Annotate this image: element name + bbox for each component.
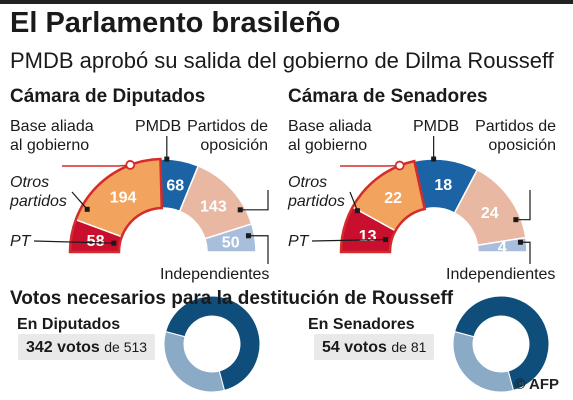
base-aliada-marker-diputados	[125, 160, 136, 170]
chart-title-diputados: Cámara de Diputados	[10, 86, 206, 107]
pt-marker-diputados	[111, 240, 117, 246]
votes-total-diputados: de 513	[104, 339, 148, 355]
votes-total-senadores: de 81	[391, 339, 427, 355]
votes-title: Votos necesarios para la destitución de …	[10, 288, 454, 309]
label-indep-diputados: Independientes	[160, 266, 270, 283]
seat-value-otros-partidos-senadores: 22	[384, 190, 402, 207]
indep-marker-senadores	[517, 239, 523, 245]
votes-box-senadores: 54 votos de 81	[314, 334, 435, 360]
pt-leader-diputados	[33, 240, 114, 244]
votes-heading-senadores: En Senadores	[308, 316, 415, 333]
votes-box-diputados: 342 votos de 513	[18, 334, 156, 360]
otros-leader-diputados	[71, 191, 88, 210]
votes-heading-diputados: En Diputados	[17, 316, 121, 333]
votes-needed-arc-senadores	[454, 295, 550, 391]
label-otros-senadores: Otros partidos	[288, 174, 345, 210]
seat-value-otros-partidos-diputados: 194	[110, 189, 137, 206]
label-pmdb-senadores: PMDB	[413, 118, 460, 135]
oposicion-marker-senadores	[513, 217, 519, 223]
label-oposicion-diputados: Partidos de oposición	[187, 118, 268, 154]
label-oposicion-senadores: Partidos de oposición	[475, 118, 556, 154]
page-title: El Parlamento brasileño	[10, 7, 341, 39]
otros-leader-senadores	[349, 191, 358, 211]
chart-title-senadores: Cámara de Senadores	[288, 86, 488, 107]
base-aliada-outline-senadores	[339, 159, 427, 254]
base-aliada-leader-diputados	[62, 164, 131, 167]
seat-value-partidos-de-oposicion-senadores: 24	[481, 205, 499, 222]
pt-marker-senadores	[383, 237, 389, 243]
indep-marker-diputados	[245, 233, 251, 239]
label-pmdb-diputados: PMDB	[135, 118, 182, 135]
seat-value-pt-diputados: 58	[87, 233, 105, 250]
votes-remaining-arc-diputados	[163, 330, 226, 393]
base-aliada-outline-diputados	[68, 157, 164, 254]
seat-value-pt-senadores: 13	[359, 228, 377, 245]
seat-value-partidos-de-oposicion-diputados: 143	[200, 199, 227, 216]
label-indep-senadores: Independientes	[446, 266, 556, 283]
label-base-diputados: Base aliada al gobierno	[10, 118, 94, 154]
otros-marker-diputados	[84, 206, 90, 212]
indep-leader-senadores	[520, 241, 531, 264]
oposicion-leader-senadores	[515, 190, 531, 221]
top-bar	[0, 0, 573, 4]
pmdb-marker-diputados	[164, 156, 170, 162]
indep-leader-diputados	[248, 235, 269, 264]
seat-segment-independientes-diputados	[204, 223, 257, 253]
base-aliada-marker-senadores	[394, 160, 405, 171]
otros-marker-senadores	[354, 208, 360, 214]
oposicion-marker-diputados	[237, 207, 243, 213]
oposicion-leader-diputados	[240, 190, 269, 211]
seat-value-pmdb-senadores: 18	[434, 177, 452, 194]
label-pt-diputados: PT	[10, 233, 31, 250]
label-otros-diputados: Otros partidos	[10, 174, 67, 210]
label-pt-senadores: PT	[288, 233, 309, 250]
pt-leader-senadores	[311, 238, 386, 242]
seat-value-independientes-senadores: 4	[498, 240, 507, 257]
votes-needed-diputados: 342 votos	[26, 339, 100, 356]
afp-credit: © AFP	[514, 376, 559, 393]
votes-needed-arc-diputados	[165, 295, 261, 391]
page-subtitle: PMDB aprobó su salida del gobierno de Di…	[10, 48, 554, 73]
votes-remaining-arc-senadores	[452, 330, 515, 393]
votes-needed-senadores: 54 votos	[322, 339, 387, 356]
seat-value-independientes-diputados: 50	[222, 235, 240, 252]
label-base-senadores: Base aliada al gobierno	[288, 118, 372, 154]
seat-value-pmdb-diputados: 68	[166, 178, 184, 195]
pmdb-marker-senadores	[431, 156, 437, 162]
